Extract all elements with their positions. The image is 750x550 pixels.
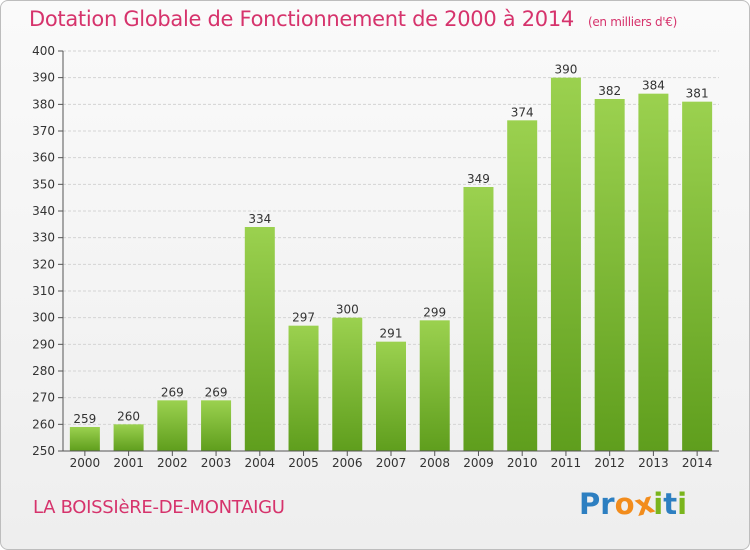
y-tick-label: 370 [32, 124, 55, 138]
bar-value-label: 269 [205, 385, 228, 399]
x-tick-label: 2001 [113, 456, 144, 470]
y-tick-label: 390 [32, 71, 55, 85]
bar [113, 424, 144, 451]
logo-letter: i [653, 487, 664, 521]
logo-letter: t [663, 487, 678, 521]
x-tick-label: 2012 [594, 456, 625, 470]
bar [244, 227, 275, 451]
bar-value-label: 390 [554, 63, 577, 77]
bars: 259 260 269 269 334 297 300 291 299 349 374 390 382 3… [69, 63, 713, 452]
bar [69, 427, 100, 451]
chart-title: Dotation Globale de Fonctionnement de 20… [29, 7, 677, 31]
x-axis: 2000 2001 2002 2003 2004 2005 2006 2007 2008 2009… [63, 450, 719, 470]
x-tick-label: 2002 [157, 456, 188, 470]
bar [507, 120, 538, 451]
bar [419, 320, 450, 451]
y-tick-label: 270 [32, 391, 55, 405]
x-tick-label: 2003 [201, 456, 232, 470]
x-tick-label: 2014 [682, 456, 713, 470]
y-tick-label: 300 [32, 311, 55, 325]
bar [376, 341, 406, 451]
x-tick-label: 2008 [419, 456, 450, 470]
bar-value-label: 382 [598, 84, 621, 98]
bar [288, 325, 319, 451]
y-tick-label: 310 [32, 284, 55, 298]
bar-value-label: 300 [336, 303, 359, 317]
bar [594, 99, 625, 451]
y-tick-label: 380 [32, 97, 55, 111]
location-name: LA BOISSIèRE-DE-MONTAIGU [33, 497, 285, 518]
x-tick-label: 2013 [638, 456, 669, 470]
unit-label: (en milliers d'€) [587, 15, 677, 29]
logo-letter: o [614, 487, 635, 521]
bar [201, 400, 232, 451]
bar-value-label: 334 [248, 212, 271, 226]
x-tick-label: 2007 [376, 456, 407, 470]
bar-value-label: 260 [117, 409, 140, 423]
bar-value-label: 381 [686, 87, 709, 101]
x-tick-label: 2004 [245, 456, 276, 470]
y-tick-label: 280 [32, 364, 55, 378]
y-tick-label: 350 [32, 177, 55, 191]
x-tick-label: 2005 [288, 456, 319, 470]
bar [157, 400, 188, 451]
bar-value-label: 297 [292, 311, 315, 325]
y-tick-label: 260 [32, 417, 55, 431]
y-tick-label: 360 [32, 151, 55, 165]
y-tick-label: 340 [32, 204, 55, 218]
x-tick-label: 2006 [332, 456, 363, 470]
y-tick-label: 290 [32, 337, 55, 351]
x-tick-label: 2010 [507, 456, 538, 470]
bar [682, 101, 713, 452]
logo-letter: r [600, 487, 615, 521]
bar [638, 93, 669, 452]
y-tick-label: 330 [32, 231, 55, 245]
bar-value-label: 259 [73, 412, 96, 426]
bar-value-label: 349 [467, 172, 490, 186]
y-tick-label: 250 [32, 444, 55, 458]
logo-letter: P [579, 487, 601, 521]
bar [463, 187, 494, 451]
proxiti-logo: Proxiti [579, 485, 688, 523]
logo-letter: i [677, 487, 688, 521]
bar [332, 317, 363, 451]
chart-title-text: Dotation Globale de Fonctionnement de 20… [29, 7, 574, 31]
bar [550, 77, 581, 452]
y-tick-label: 320 [32, 257, 55, 271]
bar-value-label: 291 [380, 327, 403, 341]
bar-value-label: 374 [511, 105, 534, 119]
x-tick-label: 2009 [463, 456, 494, 470]
y-axis: 250 260 270 280 290 300 310 320 330 340 350 360 370 3… [32, 44, 64, 458]
bar-value-label: 269 [161, 385, 184, 399]
x-tick-label: 2011 [551, 456, 582, 470]
x-tick-label: 2000 [70, 456, 101, 470]
y-tick-label: 400 [32, 44, 55, 58]
bar-value-label: 299 [423, 305, 446, 319]
bar-value-label: 384 [642, 79, 665, 93]
